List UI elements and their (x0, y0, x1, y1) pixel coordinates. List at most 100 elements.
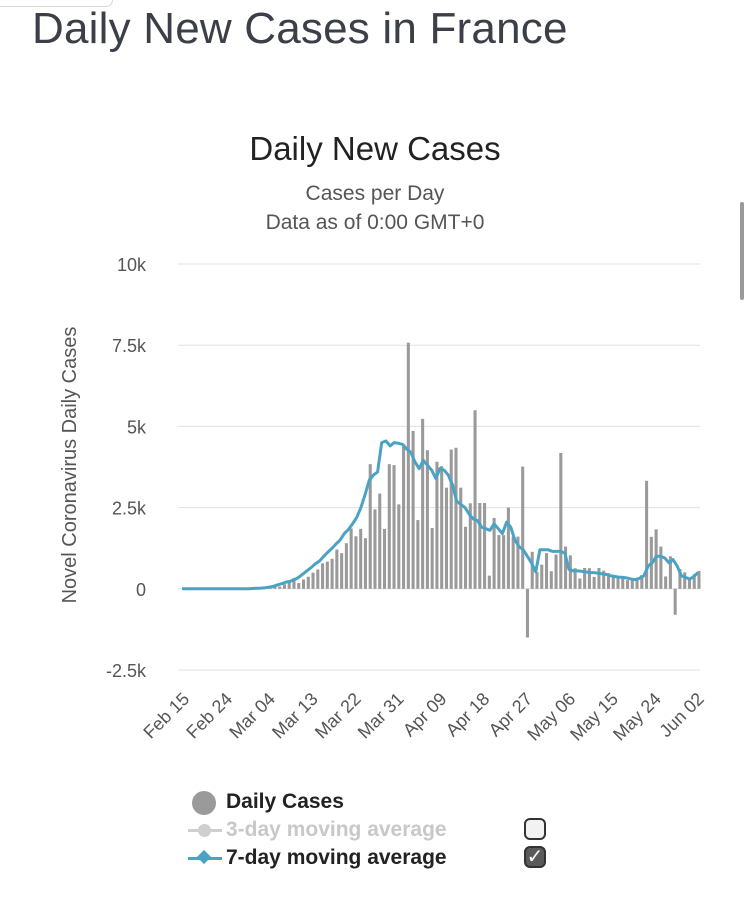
bar (468, 503, 472, 589)
y-tick-label: 0 (136, 580, 146, 600)
bar (344, 543, 348, 589)
bar (592, 576, 596, 589)
bar (463, 526, 468, 589)
bar (421, 418, 425, 589)
bar (411, 430, 415, 589)
bar (626, 580, 630, 589)
bar (640, 575, 644, 589)
bar (349, 528, 353, 589)
bar (549, 571, 553, 589)
y-tick-label: 7.5k (112, 336, 147, 356)
bar (292, 577, 296, 589)
bar (330, 558, 334, 589)
y-tick-label: -2.5k (106, 661, 147, 681)
bar (311, 572, 315, 589)
bar (306, 576, 310, 589)
x-tick-label: Mar 13 (268, 689, 322, 743)
bar (611, 574, 615, 589)
bar (635, 577, 639, 589)
toggle-3day-checkbox[interactable] (524, 818, 546, 840)
bar (673, 588, 677, 615)
x-tick-label: Apr 09 (399, 689, 451, 741)
x-tick-label: Apr 18 (442, 689, 494, 741)
bar (606, 573, 610, 589)
x-tick-label: Feb 24 (182, 689, 236, 743)
bar (478, 503, 482, 589)
bar (530, 551, 534, 589)
bar (444, 487, 448, 589)
legend-label: 3-day moving average (226, 818, 447, 841)
y-tick-label: 5k (127, 417, 147, 437)
bar (282, 584, 286, 589)
bar (621, 578, 625, 589)
bar (583, 567, 587, 589)
bar (540, 564, 544, 589)
bar (492, 517, 496, 589)
bar (287, 582, 291, 589)
chart-plot: 10k 7.5k 5k 2.5k 0 -2.5k Novel Coronavirus Dai… (59, 255, 708, 745)
chart-legend: Daily Cases 3-day moving average 7-day m… (186, 788, 566, 872)
bar (535, 572, 539, 589)
bar (359, 528, 363, 589)
bar (440, 466, 444, 589)
legend-item-daily-cases[interactable]: Daily Cases (186, 788, 566, 816)
bar (459, 487, 463, 589)
bar (578, 578, 582, 589)
bar (397, 504, 401, 589)
bar (516, 536, 520, 589)
bar (497, 535, 501, 589)
bar (373, 509, 377, 589)
bar (325, 561, 329, 589)
bar (568, 555, 572, 589)
bar (316, 569, 320, 589)
legend-item-3day-average[interactable]: 3-day moving average (186, 816, 566, 844)
bar (378, 493, 382, 589)
legend-item-7day-average[interactable]: 7-day moving average ✓ (186, 844, 566, 872)
bar (406, 342, 410, 589)
bar (697, 570, 701, 589)
bar (435, 461, 439, 589)
bar (278, 586, 282, 589)
gray-dot-icon (186, 788, 226, 816)
chart-subtitle-1: Cases per Day (305, 182, 445, 205)
x-tick-label: Mar 22 (311, 689, 365, 743)
bar (554, 554, 558, 589)
bar (502, 535, 506, 589)
bar (664, 576, 668, 589)
bar (678, 568, 682, 589)
bar (387, 464, 391, 589)
series-line-7day-average (182, 439, 700, 591)
bar (559, 452, 563, 589)
x-tick-label: Mar 04 (225, 689, 279, 743)
gray-circle-line-icon (186, 816, 226, 844)
legend-label: Daily Cases (226, 790, 344, 813)
bar (368, 464, 372, 589)
bar (506, 507, 510, 589)
bar (645, 480, 649, 589)
bar (683, 572, 687, 589)
bar (525, 588, 529, 638)
bar (297, 583, 301, 589)
bar (321, 563, 325, 589)
bar (301, 579, 306, 589)
bar (483, 503, 487, 589)
y-tick-label: 2.5k (112, 499, 147, 519)
bar (597, 568, 601, 589)
legend-label: 7-day moving average (226, 846, 447, 869)
bar (616, 576, 620, 589)
toggle-7day-checkbox[interactable]: ✓ (524, 846, 546, 868)
bar (416, 520, 420, 589)
page-scrollbar[interactable] (740, 202, 744, 300)
bar (273, 586, 277, 589)
bar (564, 546, 568, 589)
page-title: Daily New Cases in France (32, 4, 568, 53)
bar (454, 447, 458, 589)
bar (335, 549, 339, 589)
bar (487, 575, 491, 589)
x-tick-label: Jun 02 (655, 689, 707, 741)
bar (382, 528, 387, 589)
bar (602, 570, 606, 589)
bar (544, 553, 549, 589)
x-tick-label: Feb 15 (139, 689, 193, 743)
bar (511, 536, 515, 589)
